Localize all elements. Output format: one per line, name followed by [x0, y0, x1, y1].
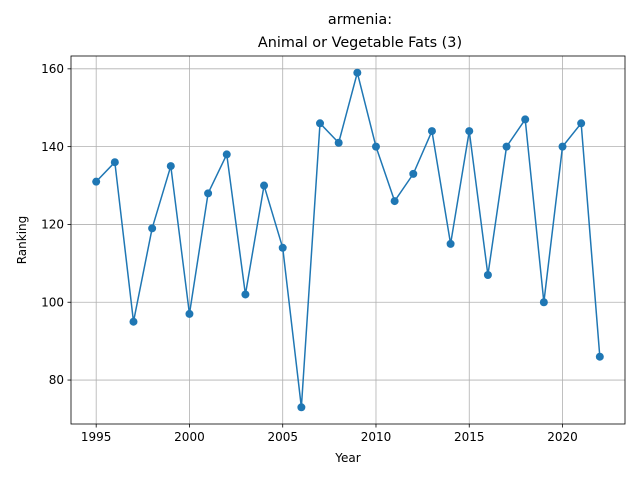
x-tick-label: 1995: [81, 430, 112, 444]
data-point: [539, 298, 548, 307]
data-point: [278, 243, 287, 252]
data-point: [148, 224, 157, 233]
data-point: [316, 119, 325, 128]
y-tick-label: 140: [41, 140, 64, 154]
data-point: [334, 138, 343, 147]
data-point: [92, 177, 101, 186]
data-point: [129, 317, 138, 326]
y-tick-label: 160: [41, 62, 64, 76]
data-point: [297, 403, 306, 412]
data-point: [371, 142, 380, 151]
data-point: [483, 271, 492, 280]
data-point: [577, 119, 586, 128]
data-point: [110, 158, 119, 167]
axis-ticks: 1995 2000 2005 2010 2015 2020 80 100 120 140 160: [41, 62, 578, 444]
x-axis-label: Year: [334, 451, 360, 465]
data-point: [427, 127, 436, 136]
data-point: [185, 309, 194, 318]
grid: [71, 56, 625, 424]
data-point: [465, 127, 474, 136]
data-point: [502, 142, 511, 151]
x-tick-label: 2015: [454, 430, 485, 444]
data-series: [92, 68, 604, 412]
x-tick-label: 2005: [267, 430, 298, 444]
chart-title-line1: armenia:: [328, 12, 392, 28]
y-tick-label: 80: [49, 373, 64, 387]
data-point: [260, 181, 269, 190]
x-tick-label: 2000: [174, 430, 205, 444]
series-line: [95, 71, 601, 409]
x-tick-label: 2020: [547, 430, 578, 444]
data-point: [166, 162, 175, 171]
data-point: [446, 239, 455, 248]
plot-frame: [70, 55, 626, 425]
x-tick-label: 2010: [361, 430, 392, 444]
y-tick-label: 100: [41, 295, 64, 309]
data-point: [241, 290, 250, 299]
data-point: [222, 150, 231, 159]
chart-title-line2: Animal or Vegetable Fats (3): [258, 35, 462, 51]
data-point: [521, 115, 530, 124]
data-point: [595, 352, 604, 361]
y-axis-label: Ranking: [15, 216, 29, 265]
y-tick-label: 120: [41, 218, 64, 232]
data-point: [390, 197, 399, 206]
data-point: [409, 169, 418, 178]
data-point: [204, 189, 213, 198]
data-point: [558, 142, 567, 151]
data-point: [353, 68, 362, 77]
